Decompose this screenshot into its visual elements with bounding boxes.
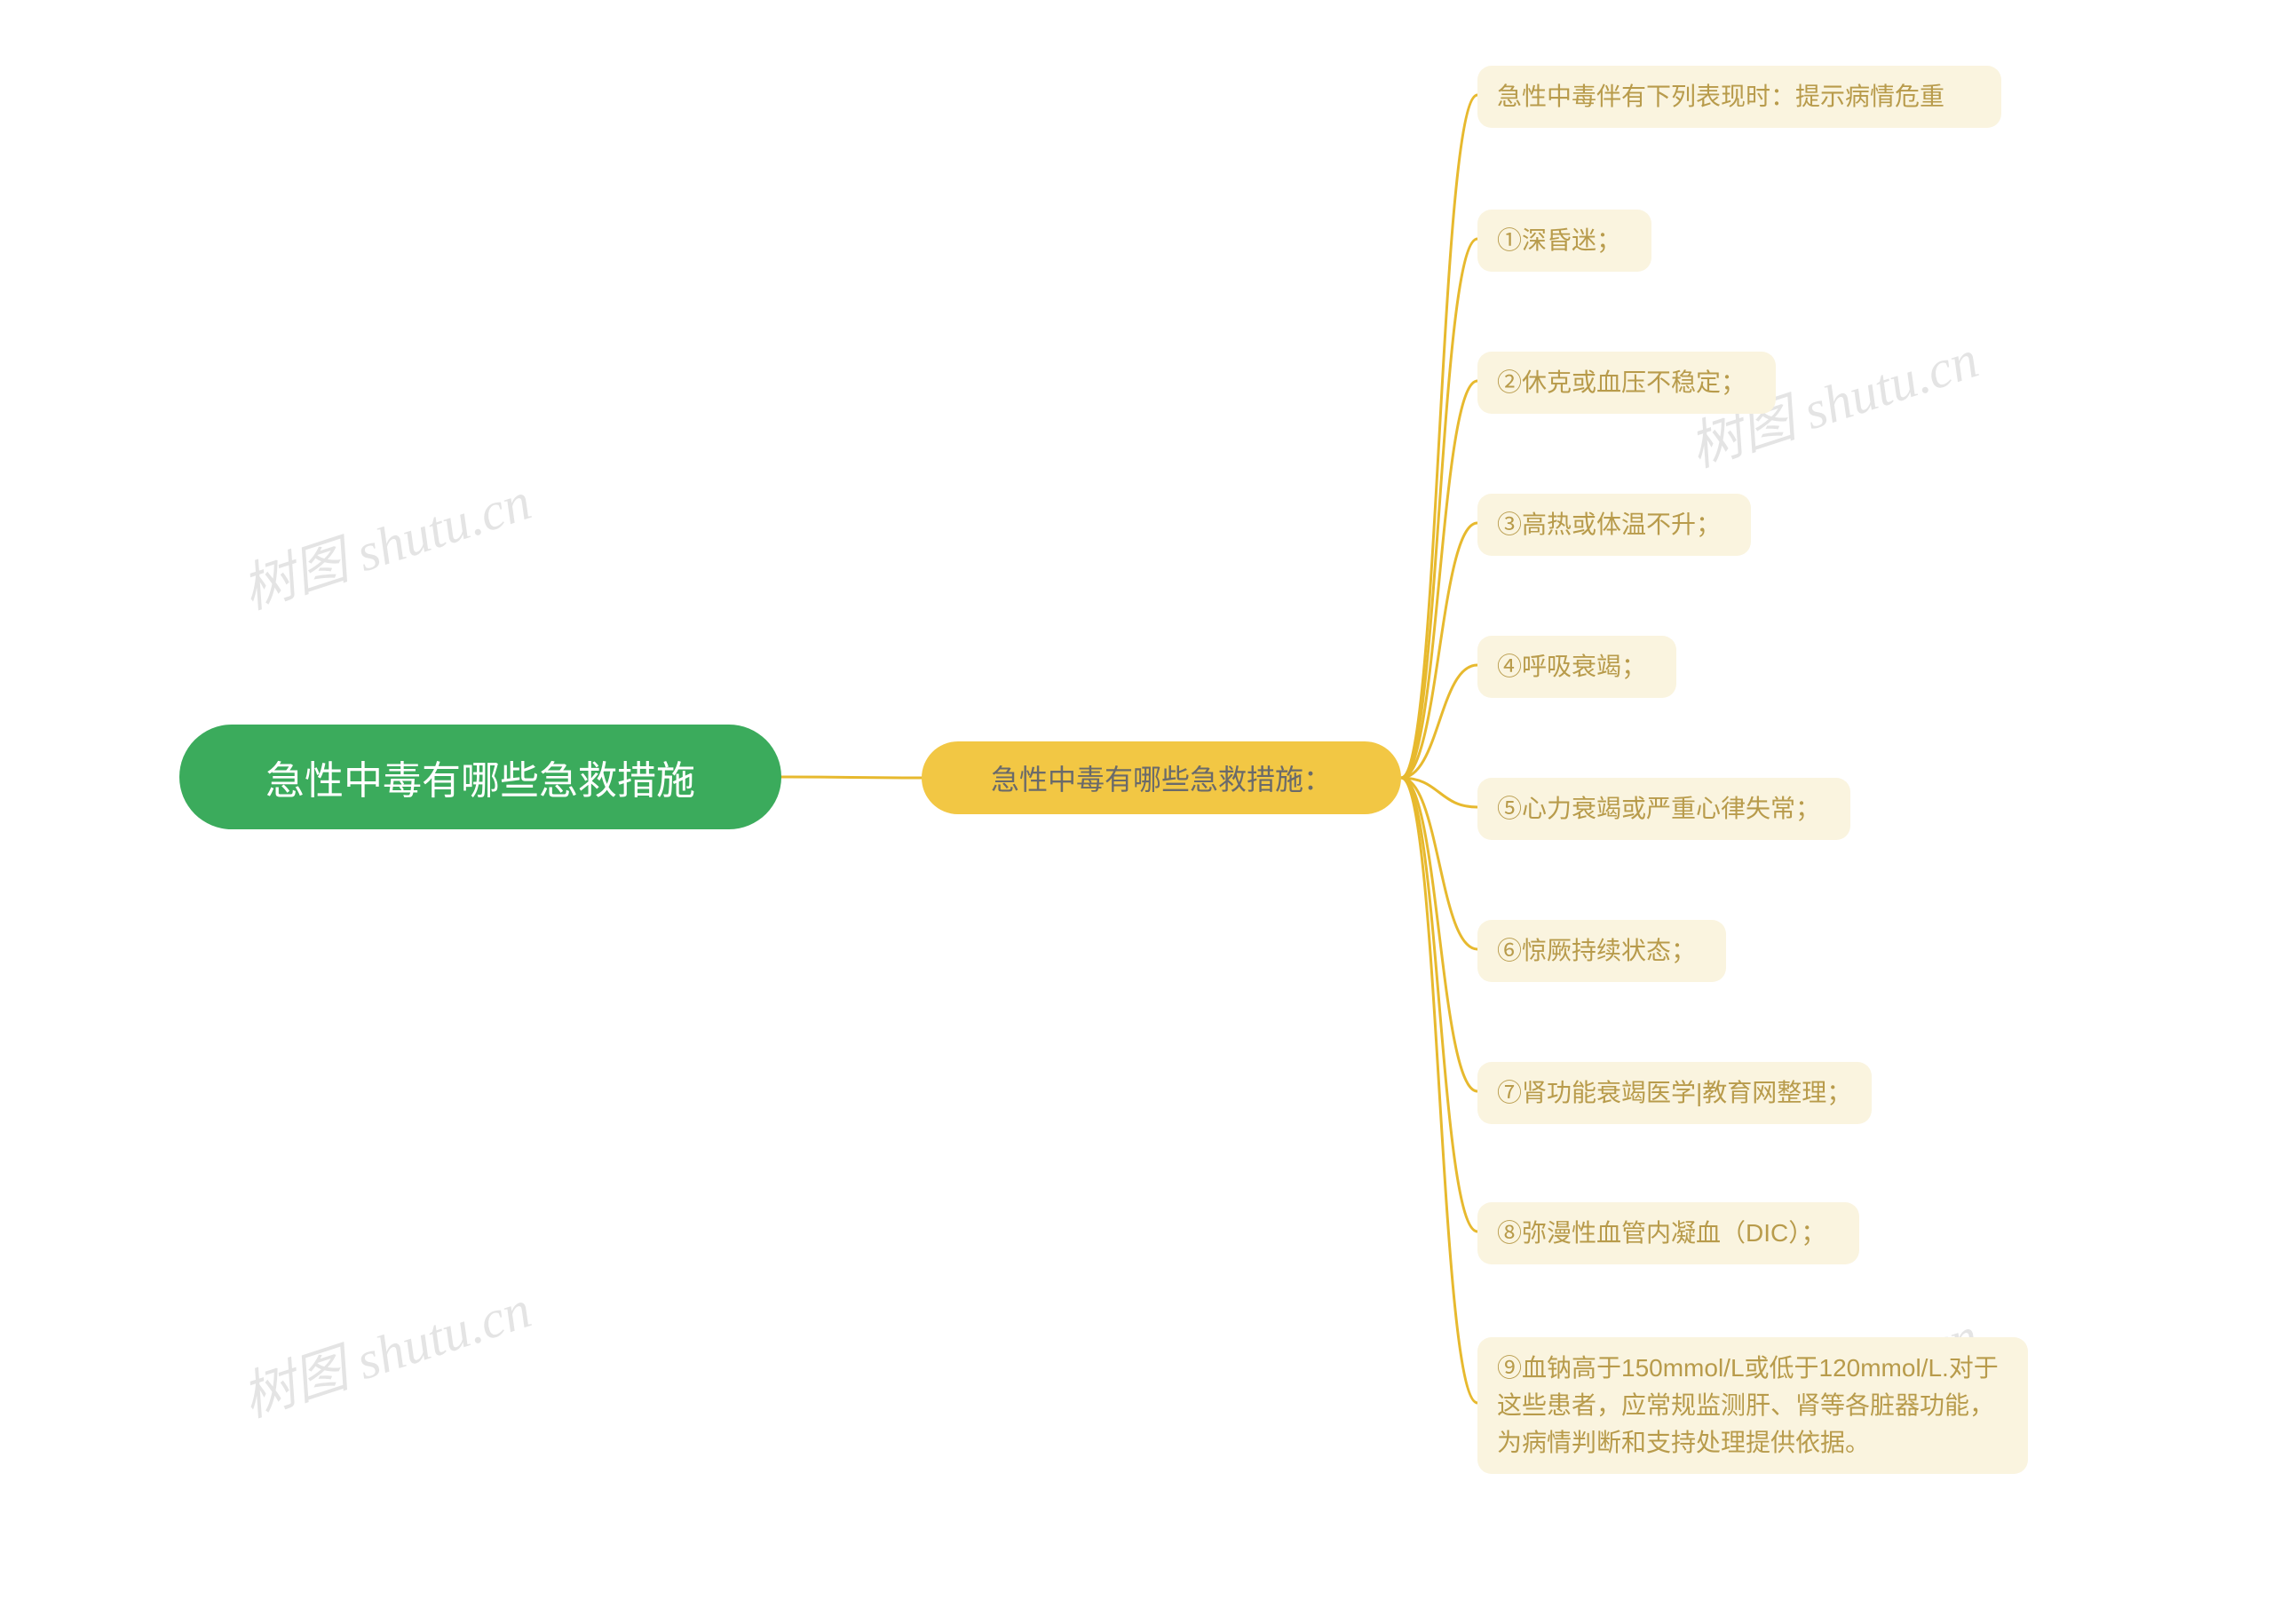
leaf-label: ⑨血钠高于150mmol/L或低于120mmol/L.对于这些患者，应常规监测肝… <box>1497 1350 2008 1462</box>
leaf-node[interactable]: ①深昏迷； <box>1477 210 1651 272</box>
leaf-label: ②休克或血压不稳定； <box>1497 364 1746 401</box>
leaf-label: ③高热或体温不升； <box>1497 506 1721 543</box>
root-node[interactable]: 急性中毒有哪些急救措施 <box>179 725 781 829</box>
leaf-label: ④呼吸衰竭； <box>1497 648 1646 685</box>
leaf-label: ⑧弥漫性血管内凝血（DIC）； <box>1497 1215 1826 1252</box>
leaf-label: ⑥惊厥持续状态； <box>1497 932 1696 970</box>
root-label: 急性中毒有哪些急救措施 <box>265 749 695 805</box>
leaf-label: ①深昏迷； <box>1497 222 1621 259</box>
watermark-1: 树图 shutu.cn <box>231 458 539 624</box>
watermark-3: 树图 shutu.cn <box>231 1266 539 1432</box>
leaf-label: ⑤心力衰竭或严重心律失常； <box>1497 790 1820 828</box>
level1-label: 急性中毒有哪些急救措施： <box>991 757 1332 798</box>
level1-node[interactable]: 急性中毒有哪些急救措施： <box>922 741 1401 814</box>
leaf-label: ⑦肾功能衰竭医学|教育网整理； <box>1497 1074 1851 1112</box>
mindmap-canvas: 树图 shutu.cn 树图 shutu.cn 树图 shutu.cn 树图 s… <box>0 0 2273 1624</box>
leaf-node[interactable]: 急性中毒伴有下列表现时：提示病情危重 <box>1477 66 2001 128</box>
leaf-node[interactable]: ⑥惊厥持续状态； <box>1477 920 1726 982</box>
leaf-node[interactable]: ③高热或体温不升； <box>1477 494 1751 556</box>
leaf-label: 急性中毒伴有下列表现时：提示病情危重 <box>1497 78 1944 115</box>
leaf-node[interactable]: ⑧弥漫性血管内凝血（DIC）； <box>1477 1202 1859 1264</box>
leaf-node[interactable]: ⑤心力衰竭或严重心律失常； <box>1477 778 1850 840</box>
leaf-node[interactable]: ⑦肾功能衰竭医学|教育网整理； <box>1477 1062 1872 1124</box>
leaf-node[interactable]: ②休克或血压不稳定； <box>1477 352 1776 414</box>
leaf-node[interactable]: ⑨血钠高于150mmol/L或低于120mmol/L.对于这些患者，应常规监测肝… <box>1477 1337 2028 1474</box>
leaf-node[interactable]: ④呼吸衰竭； <box>1477 636 1676 698</box>
